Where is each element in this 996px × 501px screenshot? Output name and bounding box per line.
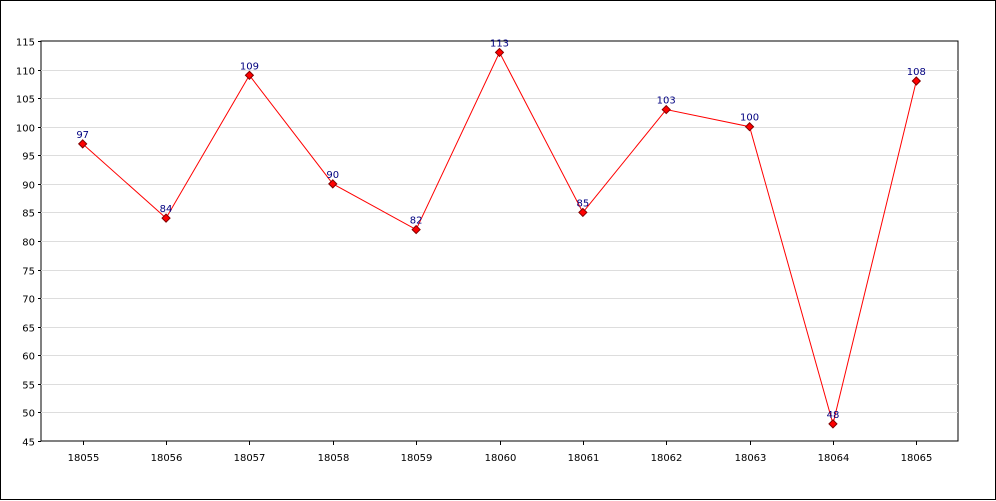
x-tick-label: 18064 [818,453,850,464]
data-point-label: 103 [657,96,676,107]
y-tick-label: 60 [22,352,35,363]
y-tick-label: 80 [22,238,35,249]
data-point-marker [77,139,88,149]
y-tick-label: 85 [22,209,35,220]
data-labels: 97 84 109 90 82 113 85 103 100 48 108 [76,38,926,420]
data-markers [77,47,922,429]
y-tick-label: 50 [22,409,35,420]
x-tick-label: 18060 [485,453,517,464]
data-point-label: 85 [576,198,589,209]
y-tick-label: 95 [22,152,35,163]
y-tick-label: 90 [22,181,35,192]
y-tick-label: 75 [22,267,35,278]
x-tick-label: 18058 [318,453,350,464]
data-point-label: 97 [76,130,89,141]
y-tick-label: 45 [22,438,35,449]
y-tick-label: 70 [22,295,35,306]
data-point-marker [828,419,838,429]
data-point-label: 109 [240,61,259,72]
y-tick-label: 100 [16,124,35,135]
data-point-marker [911,76,922,86]
x-tick-label: 18062 [651,453,683,464]
y-tick-label: 110 [16,67,35,78]
data-point-label: 48 [827,410,840,421]
data-point-label: 82 [410,216,423,227]
data-point-marker [744,122,755,132]
grid-lines [41,70,958,413]
y-tick-label: 65 [22,324,35,335]
data-point-marker [578,207,588,218]
x-tick-label: 18059 [401,453,433,464]
x-tick-label: 18061 [568,453,600,464]
data-point-marker [411,224,421,235]
data-point-label: 90 [326,170,339,181]
data-point-label: 100 [740,113,759,124]
x-tick-label: 18063 [735,453,767,464]
data-point-marker [661,104,671,115]
x-tick-label: 18065 [901,453,933,464]
data-point-marker [328,179,338,189]
x-tick-label: 18057 [234,453,266,464]
y-tick-label: 115 [16,38,35,49]
data-point-label: 84 [160,204,173,215]
x-tick-label: 18055 [68,453,100,464]
data-point-marker [494,47,505,58]
x-tick-label: 18056 [151,453,183,464]
data-point-label: 113 [490,38,509,49]
x-axis: 18055 18056 18057 18058 18059 18060 18061 18062… [68,441,933,464]
y-axis: 45 50 55 60 65 70 75 80 85 90 95 100 105 110 115 [16,38,41,449]
y-tick-label: 55 [22,381,35,392]
y-tick-label: 105 [16,95,35,106]
data-point-marker [161,213,171,223]
data-point-marker [244,70,255,80]
data-point-label: 108 [907,67,926,78]
